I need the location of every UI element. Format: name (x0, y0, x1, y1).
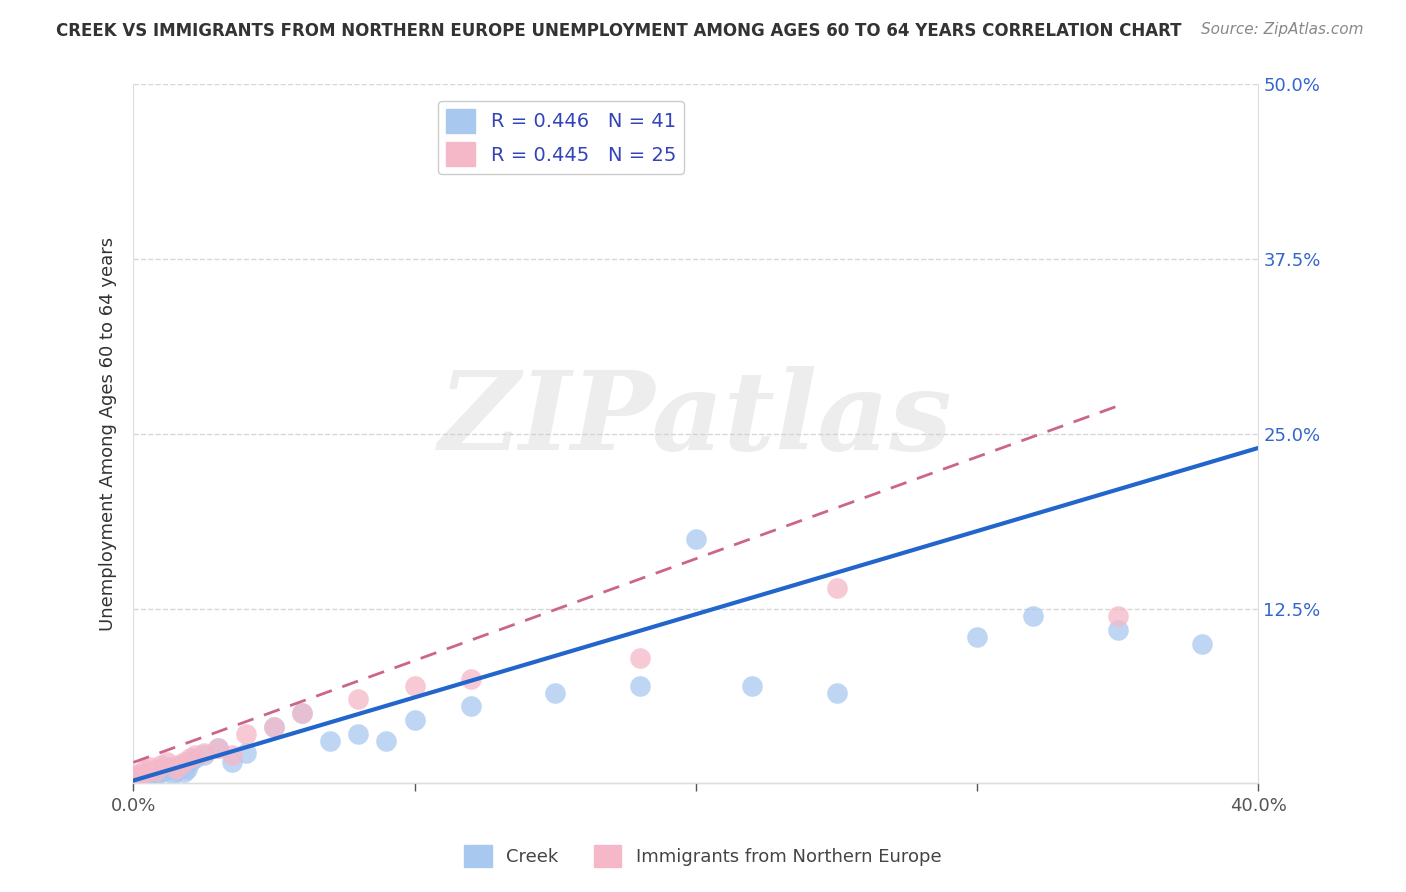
Legend: R = 0.446   N = 41, R = 0.445   N = 25: R = 0.446 N = 41, R = 0.445 N = 25 (439, 101, 683, 174)
Point (131, 768, 153, 782)
Point (741, 679, 763, 693)
Point (221, 748, 243, 763)
Point (136, 766, 159, 780)
Point (1107, 608, 1129, 623)
Point (291, 706, 314, 721)
Point (375, 734, 398, 748)
Point (235, 727, 257, 741)
Point (156, 763, 179, 777)
Point (145, 764, 167, 778)
Point (207, 741, 229, 756)
Point (207, 741, 229, 756)
Point (150, 758, 173, 772)
Point (173, 756, 195, 770)
Text: Source: ZipAtlas.com: Source: ZipAtlas.com (1201, 22, 1364, 37)
Point (165, 763, 187, 777)
Point (128, 772, 150, 787)
Point (125, 766, 148, 780)
Point (685, 532, 707, 546)
Point (628, 679, 651, 693)
Point (404, 679, 426, 693)
Point (1022, 608, 1045, 623)
Point (184, 751, 207, 765)
Text: CREEK VS IMMIGRANTS FROM NORTHERN EUROPE UNEMPLOYMENT AMONG AGES 60 TO 64 YEARS : CREEK VS IMMIGRANTS FROM NORTHERN EUROPE… (56, 22, 1181, 40)
Point (167, 758, 190, 772)
Point (150, 765, 173, 780)
Legend: Creek, Immigrants from Northern Europe: Creek, Immigrants from Northern Europe (457, 838, 949, 874)
Point (825, 581, 848, 595)
Point (134, 763, 156, 777)
Point (460, 672, 482, 686)
Point (193, 746, 215, 760)
Point (404, 714, 426, 728)
Point (148, 763, 170, 777)
Point (235, 746, 257, 760)
Point (184, 748, 207, 763)
Point (460, 699, 482, 714)
Point (136, 765, 159, 780)
Point (263, 721, 285, 735)
Point (142, 765, 165, 780)
Point (125, 769, 148, 783)
Point (156, 756, 179, 770)
Point (139, 769, 162, 783)
Point (162, 766, 184, 780)
Point (628, 650, 651, 665)
Point (291, 706, 314, 721)
Point (263, 721, 285, 735)
Point (167, 761, 190, 775)
Point (1191, 637, 1213, 651)
Point (153, 764, 176, 778)
Point (1107, 623, 1129, 637)
Point (170, 758, 193, 772)
Point (145, 768, 167, 782)
Y-axis label: Unemployment Among Ages 60 to 64 years: Unemployment Among Ages 60 to 64 years (100, 237, 117, 631)
Point (173, 765, 195, 780)
Point (193, 748, 215, 763)
Point (134, 771, 156, 785)
Point (179, 756, 201, 770)
Point (139, 759, 162, 773)
Point (825, 685, 848, 699)
Point (176, 763, 198, 777)
Point (347, 727, 370, 741)
Point (966, 630, 988, 644)
Point (128, 769, 150, 783)
Point (159, 759, 181, 773)
Point (221, 756, 243, 770)
Text: ZIPatlas: ZIPatlas (439, 367, 953, 474)
Point (179, 751, 201, 765)
Point (544, 685, 567, 699)
Point (165, 764, 187, 778)
Point (347, 692, 370, 706)
Point (319, 734, 342, 748)
